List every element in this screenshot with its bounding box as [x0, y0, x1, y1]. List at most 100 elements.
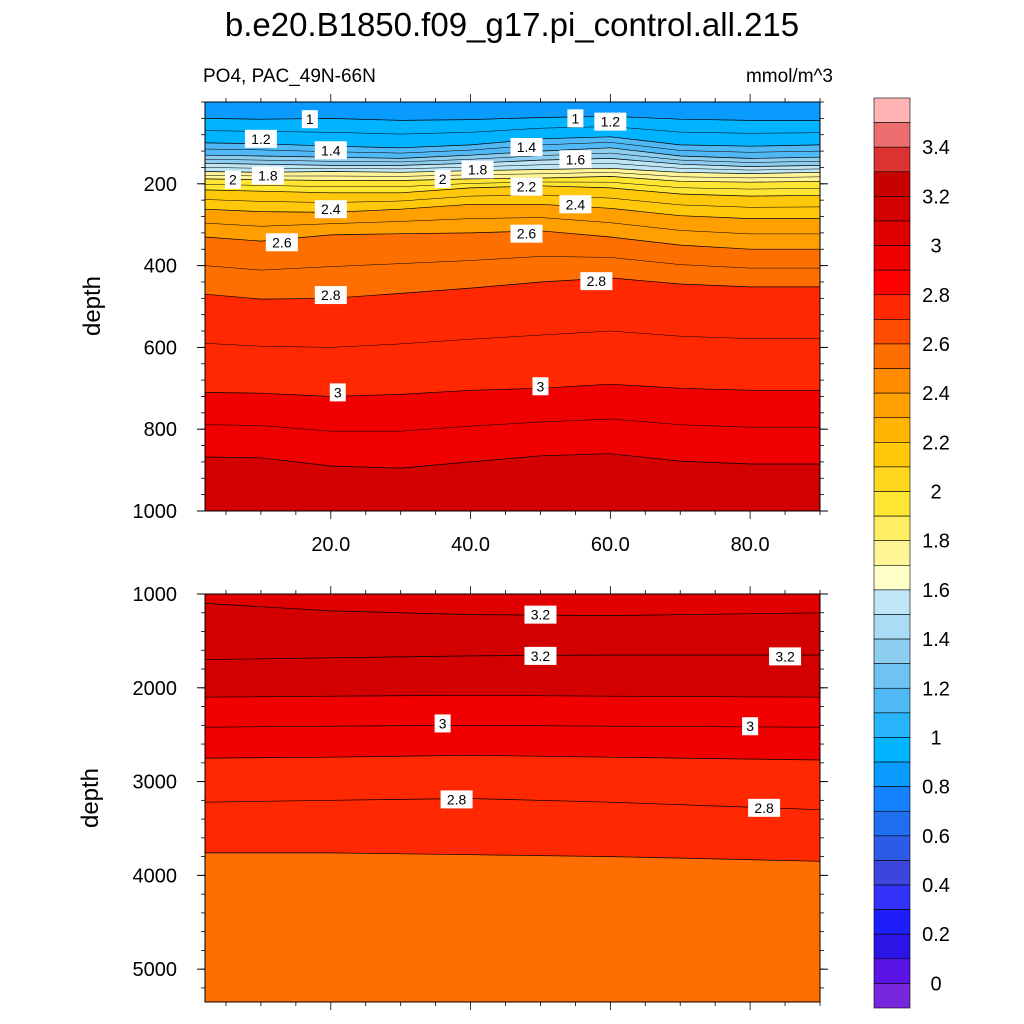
plot-frame [204, 101, 821, 512]
contour-label-box [510, 137, 543, 156]
colorbar-swatch [873, 491, 911, 517]
contour-label-text: 2.4 [321, 201, 341, 217]
colorbar-swatch [873, 958, 911, 984]
contour-label-box [567, 109, 584, 128]
y-tick-label: 400 [144, 256, 177, 278]
contour-line-minor [205, 152, 820, 163]
contour-label-text: 1 [571, 110, 579, 126]
colorbar-swatch [873, 687, 911, 714]
colorbar-label: 3.2 [922, 186, 950, 208]
colorbar-swatch [873, 540, 911, 566]
colorbar-label: 3.4 [922, 137, 950, 159]
contour-label-text: 2.8 [321, 287, 341, 303]
contour-label-text: 2.6 [517, 226, 537, 242]
band-fill-3.2 [205, 453, 820, 511]
contour-label-text: 1.4 [517, 139, 537, 155]
contour-label: 2.8 [748, 798, 781, 817]
contour-label-box [532, 377, 549, 396]
contour-label: 2.8 [314, 286, 347, 305]
chart-subtitle-variable: PO4, PAC_49N-66N [203, 66, 376, 87]
y-tick-label: 3000 [133, 772, 178, 794]
contour-label-text: 2 [439, 171, 447, 187]
contour-label: 3 [742, 717, 759, 736]
contour-label: 1.2 [244, 129, 277, 148]
contour-label-box [524, 605, 557, 624]
colorbar-swatch [873, 220, 911, 246]
colorbar-swatch [873, 97, 911, 123]
colorbar-swatch [873, 933, 911, 960]
contour-label-box [510, 224, 543, 243]
colorbar-swatch [873, 392, 911, 419]
y-tick-label: 5000 [133, 959, 178, 981]
contour-label: 1.6 [559, 150, 592, 169]
colorbar-swatch [873, 442, 911, 468]
contour-label: 1.8 [461, 160, 494, 179]
contour-label-box [314, 286, 347, 305]
contour-label-box [748, 798, 781, 817]
colorbar-swatch [873, 122, 911, 148]
colorbar: 3.4 3.2 3 2.8 2.6 2.4 2.2 2 1.8 1.6 1.4 1.2 1 0.8 0.6 0… [873, 97, 950, 1009]
contour-label-text: 2.8 [447, 791, 467, 807]
colorbar-label: 2.6 [922, 334, 950, 356]
colorbar-swatch [873, 737, 911, 763]
contour-label-box [742, 717, 759, 736]
contour-label: 1.2 [594, 112, 627, 131]
colorbar-swatch [873, 884, 911, 910]
contour-label-box [580, 272, 613, 291]
colorbar-label: 1.8 [922, 531, 950, 553]
colorbar-swatch [873, 466, 911, 492]
contour-label-box [224, 170, 241, 189]
x-tick-label: 60.0 [591, 534, 630, 556]
contour-line-minor [205, 181, 820, 190]
contour-line-1.8 [205, 167, 820, 174]
colorbar-swatch [873, 786, 911, 812]
contour-label: 2.4 [314, 200, 347, 219]
colorbar-label: 3 [930, 236, 941, 258]
contour-line-3 [205, 383, 820, 397]
contour-line-minor [205, 256, 820, 271]
contour-line-2.4 [205, 203, 820, 219]
contour-label-box [314, 141, 347, 160]
colorbar-swatch [873, 909, 911, 935]
colorbar-label: 1.6 [922, 580, 950, 602]
contour-label: 1 [567, 109, 584, 128]
contour-label: 3.2 [524, 646, 557, 665]
colorbar-swatch [873, 417, 911, 443]
contour-line-minor [205, 126, 820, 135]
colorbar-swatch [873, 319, 911, 345]
contour-label: 3.2 [769, 647, 802, 666]
contour-label-text: 1.2 [251, 131, 271, 147]
colorbar-label: 2.2 [922, 432, 950, 454]
colorbar-swatch [873, 515, 911, 542]
contour-line-3.2 [205, 453, 820, 469]
y-tick-label: 800 [144, 419, 177, 441]
contour-line-2.8 [205, 754, 820, 761]
x-tick-label: 40.0 [451, 534, 490, 556]
x-tick-label: 80.0 [731, 534, 770, 556]
colorbar-swatch [873, 146, 911, 173]
contour-label-text: 1.8 [258, 168, 278, 184]
contour-line-3 [205, 724, 820, 728]
contour-label-box [265, 233, 298, 252]
colorbar-label: 2.8 [922, 285, 950, 307]
contour-label: 3 [329, 383, 346, 402]
y-tick-label: 1000 [133, 584, 178, 606]
y-tick-label: 600 [144, 337, 177, 359]
contour-label: 2.6 [265, 233, 298, 252]
contour-line-minor [205, 194, 820, 208]
contour-label-box [251, 166, 284, 185]
colorbar-label: 1.2 [922, 678, 950, 700]
contour-label: 2.8 [580, 272, 613, 291]
contour-label-box [440, 790, 473, 809]
contour-line-2.6 [205, 852, 820, 862]
contour-label-box [559, 150, 592, 169]
contour-label: 1 [301, 110, 318, 129]
colorbar-label: 0 [930, 973, 941, 995]
contour-label: 1.8 [251, 166, 284, 185]
colorbar-label: 0.6 [922, 826, 950, 848]
contour-line-minor [205, 172, 820, 179]
contour-label-box [301, 110, 318, 129]
contour-label-text: 3 [537, 378, 545, 394]
contour-label-text: 3.2 [775, 648, 795, 664]
colorbar-swatch [873, 269, 911, 296]
